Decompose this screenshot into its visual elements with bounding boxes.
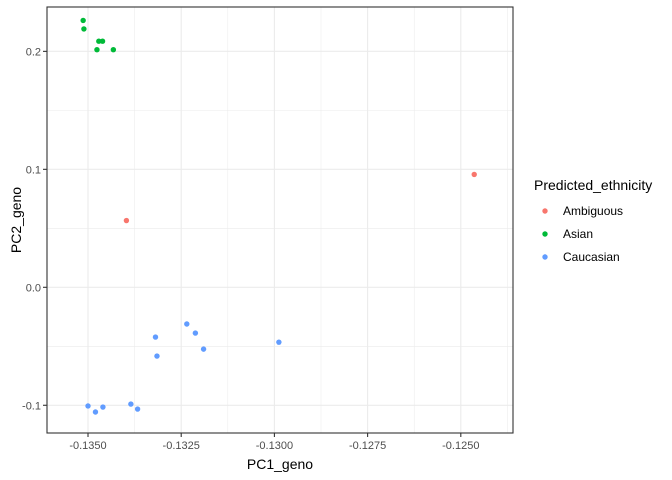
data-point-asian [81,26,87,32]
data-point-asian [96,38,102,44]
legend-key-caucasian [542,254,548,260]
grid-minor [47,7,513,433]
x-axis-title: PC1_geno [247,456,313,472]
data-point-caucasian [200,346,207,352]
panel-border [46,6,514,434]
data-point-caucasian [128,401,134,407]
x-tick-label: -0.1325 [163,440,200,452]
legend-key-asian [542,231,548,237]
legend-title: Predicted_ethnicity [534,177,652,193]
data-point-caucasian [276,339,282,345]
data-point-caucasian [152,334,159,340]
x-tick-label: -0.1250 [442,440,479,452]
data-point-caucasian [100,404,106,410]
data-point-ambiguous [471,171,477,178]
data-point-caucasian [92,409,99,415]
x-axis-ticks: -0.1350 -0.1325 -0.1300 -0.1275 -0.1250 [69,433,479,452]
legend: Predicted_ethnicity Ambiguous Asian Caucas… [534,177,652,264]
x-tick-label: -0.1300 [256,440,293,452]
x-tick-label: -0.1350 [69,440,106,452]
data-points [80,17,477,415]
data-point-caucasian [134,406,141,412]
x-tick-label: -0.1275 [349,440,386,452]
legend-label-ambiguous: Ambiguous [563,204,623,218]
y-tick-label: 0.0 [26,282,41,294]
y-tick-label: -0.1 [22,400,41,412]
y-axis-title: PC2_geno [8,187,24,253]
y-axis-ticks: -0.1 0.0 0.1 0.2 [22,46,47,412]
y-tick-label: 0.2 [26,46,41,58]
legend-label-caucasian: Caucasian [563,250,620,264]
data-point-caucasian [154,353,160,359]
data-point-caucasian [192,330,199,336]
data-point-asian [94,47,100,53]
y-tick-label: 0.1 [26,164,41,176]
data-point-caucasian [184,321,190,327]
data-point-asian [110,47,117,53]
data-point-ambiguous [123,217,130,224]
plot-panel [47,7,513,433]
legend-items: Ambiguous Asian Caucasian [542,204,623,264]
data-point-asian [80,17,86,24]
legend-label-asian: Asian [563,227,593,241]
data-point-asian [99,38,106,44]
grid-major [47,7,513,433]
data-point-caucasian [85,403,91,409]
legend-key-ambiguous [542,208,548,214]
